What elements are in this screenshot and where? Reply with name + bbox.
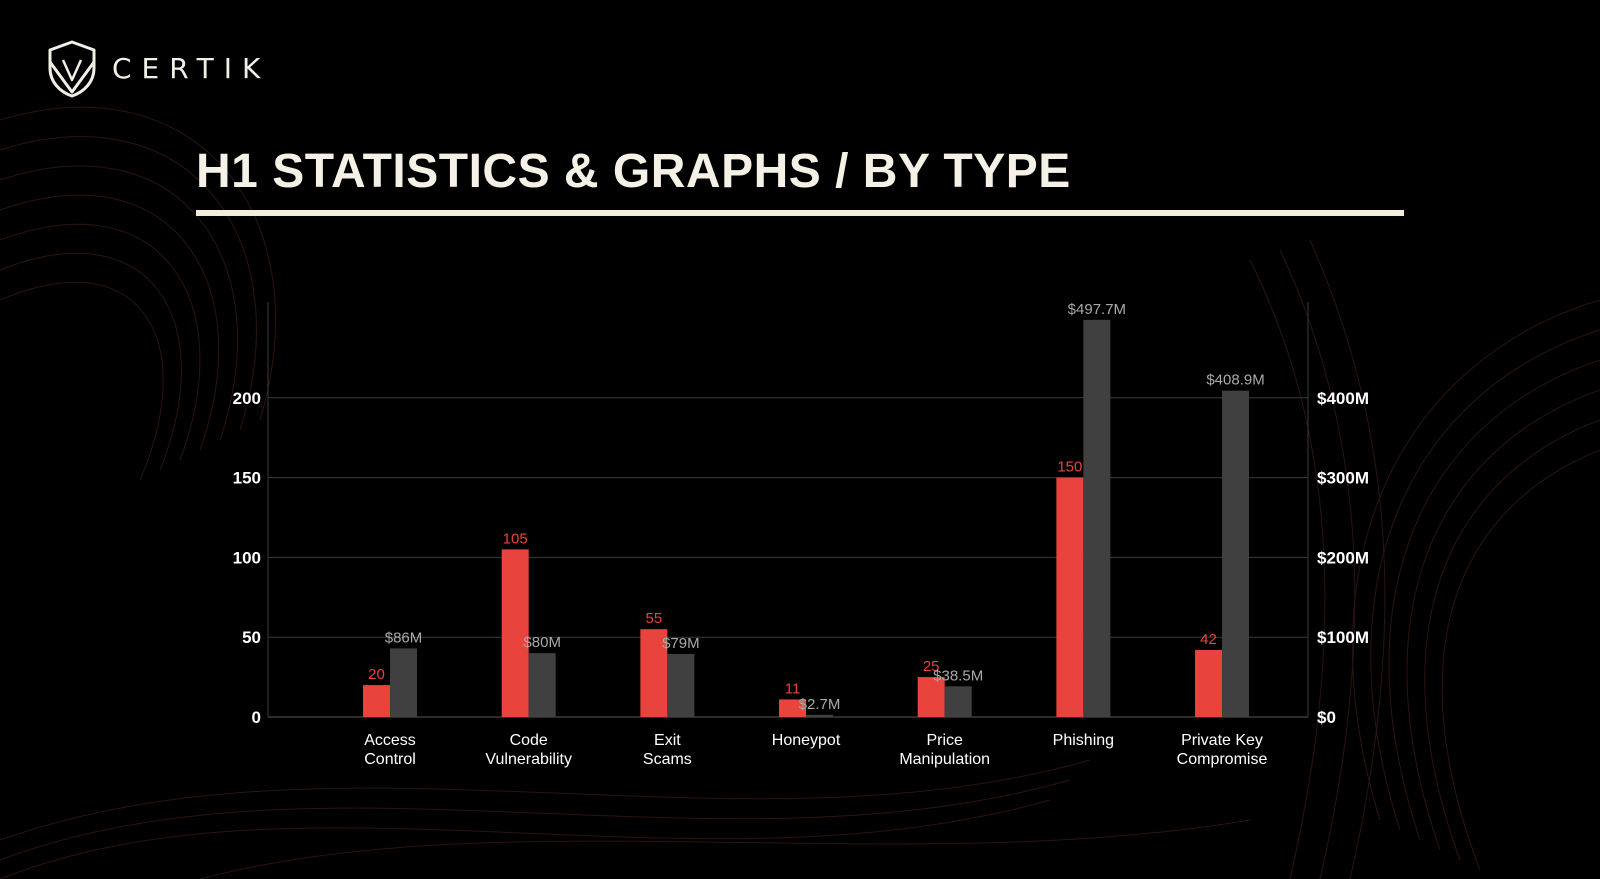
count-data-label: 55 — [646, 610, 663, 627]
count-data-label: 150 — [1057, 459, 1082, 476]
count-bar — [501, 549, 529, 717]
count-data-label: 105 — [503, 530, 528, 547]
right-tick-label: $300M — [1317, 469, 1369, 488]
right-tick-label: $400M — [1317, 389, 1369, 408]
category-label: Phishing — [1053, 732, 1114, 749]
count-bar — [917, 677, 945, 717]
left-tick-label: 0 — [252, 708, 261, 727]
category-label: Manipulation — [899, 751, 990, 768]
logo-wordmark: CERTIK — [112, 52, 271, 85]
count-data-label: 20 — [368, 666, 385, 683]
value-bar — [944, 686, 972, 717]
value-data-label: $86M — [385, 629, 423, 646]
value-data-label: $79M — [662, 635, 700, 652]
left-tick-label: 200 — [233, 389, 261, 408]
count-data-label: 42 — [1200, 631, 1217, 648]
value-bar — [390, 648, 418, 717]
count-bar — [1195, 649, 1223, 717]
page-title: H1 STATISTICS & GRAPHS / BY TYPE — [196, 145, 1071, 198]
left-tick-label: 150 — [233, 469, 261, 488]
value-data-label: $408.9M — [1206, 372, 1264, 389]
value-data-label: $497.7M — [1068, 301, 1126, 318]
right-tick-label: $200M — [1317, 548, 1369, 567]
category-label: Scams — [643, 751, 692, 768]
value-bar — [528, 653, 556, 717]
category-label: Exit — [654, 732, 681, 749]
value-data-label: $2.7M — [799, 696, 841, 713]
right-tick-label: $0 — [1317, 708, 1336, 727]
category-label: Honeypot — [772, 732, 841, 749]
value-data-label: $80M — [523, 634, 561, 651]
value-data-label: $38.5M — [933, 667, 983, 684]
value-bar — [1083, 319, 1111, 717]
category-label: Compromise — [1177, 751, 1268, 768]
count-bar — [779, 699, 807, 717]
category-label: Vulnerability — [485, 751, 572, 768]
category-label: Control — [364, 751, 416, 768]
left-tick-label: 100 — [233, 548, 261, 567]
certik-shield-icon — [48, 40, 96, 98]
count-bar — [363, 685, 391, 717]
count-bar — [640, 629, 668, 717]
right-tick-label: $100M — [1317, 628, 1369, 647]
value-bar — [667, 653, 695, 717]
category-label: Private Key — [1181, 732, 1263, 749]
certik-logo: CERTIK — [46, 40, 270, 98]
value-bar — [806, 714, 834, 717]
category-label: Access — [364, 732, 416, 749]
count-bar — [1056, 477, 1084, 717]
value-bar — [1222, 390, 1250, 717]
title-divider — [196, 210, 1404, 216]
count-data-label: 25 — [923, 658, 940, 675]
left-tick-label: 50 — [242, 628, 261, 647]
category-label: Price — [926, 732, 963, 749]
category-label: Code — [510, 732, 548, 749]
count-data-label: 11 — [785, 680, 801, 697]
